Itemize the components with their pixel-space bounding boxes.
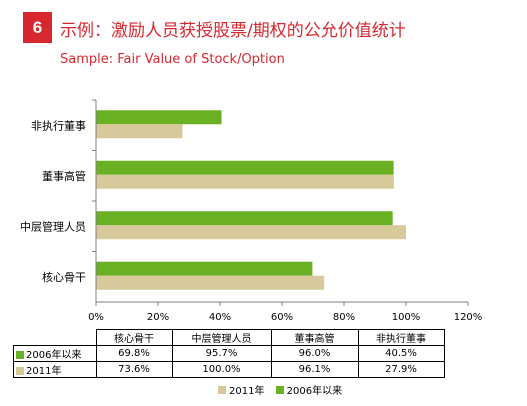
category-label: 非执行董事	[31, 118, 86, 132]
table-cell: 69.8%	[95, 345, 173, 362]
x-tick-label: 0%	[88, 312, 104, 323]
table-col-header: 核心骨干	[95, 329, 173, 346]
table-col-header: 非执行董事	[357, 329, 445, 346]
category-label: 中层管理人员	[20, 219, 86, 233]
table-row-label: 2006年以来	[13, 345, 97, 362]
table-row-label: 2011年	[13, 361, 97, 378]
legend-item: 2006年以来	[275, 382, 343, 397]
x-tick-label: 80%	[333, 312, 355, 323]
legend-swatch-2011	[218, 385, 226, 394]
bar-2006	[96, 211, 393, 226]
slide-number-badge: 6	[23, 12, 52, 43]
bar-2011	[96, 174, 394, 189]
x-tick-label: 60%	[271, 312, 293, 323]
table-row: 2006年以来 69.8% 95.7% 96.0% 40.5%	[13, 345, 445, 362]
x-tick-label: 40%	[209, 312, 231, 323]
category-label: 董事高管	[42, 169, 86, 183]
bar-2006	[96, 110, 222, 125]
category-label: 核心骨干	[42, 270, 86, 284]
table-cell: 96.1%	[270, 361, 359, 378]
row-label-text: 2006年以来	[26, 350, 82, 361]
page-subtitle: Sample: Fair Value of Stock/Option	[60, 52, 285, 67]
legend-label: 2006年以来	[286, 386, 343, 397]
data-table: 核心骨干 中层管理人员 董事高管 非执行董事 2006年以来 69.8% 95.…	[13, 329, 445, 378]
legend-label: 2011年	[229, 386, 265, 397]
page-title: 示例：激励人员获授股票/期权的公允价值统计	[60, 21, 406, 41]
table-col-header: 中层管理人员	[171, 329, 272, 346]
legend-item: 2011年	[218, 382, 264, 397]
table-col-header: 董事高管	[270, 329, 359, 346]
table-header-row: 核心骨干 中层管理人员 董事高管 非执行董事	[14, 329, 445, 346]
x-tick-label: 20%	[147, 312, 169, 323]
table-corner	[14, 330, 97, 346]
bar-2006	[96, 261, 313, 276]
table-cell: 96.0%	[270, 345, 359, 362]
x-tick-label: 100%	[392, 312, 421, 323]
bar-2011	[96, 275, 325, 290]
table-cell: 100.0%	[171, 361, 272, 378]
table-cell: 27.9%	[357, 361, 445, 378]
table-cell: 40.5%	[357, 345, 445, 362]
bar-2011	[96, 124, 183, 139]
series-swatch-2011	[16, 367, 24, 375]
bar-2011	[96, 225, 406, 240]
series-swatch-2006	[16, 351, 24, 359]
legend-swatch-2006	[275, 385, 284, 394]
chart-legend: 2011年 2006年以来	[218, 382, 350, 397]
bar-2006	[96, 160, 394, 175]
table-row: 2011年 73.6% 100.0% 96.1% 27.9%	[13, 361, 445, 378]
row-label-text: 2011年	[26, 366, 62, 377]
x-tick-label: 120%	[454, 312, 483, 323]
table-cell: 95.7%	[171, 345, 272, 362]
table-cell: 73.6%	[95, 361, 173, 378]
